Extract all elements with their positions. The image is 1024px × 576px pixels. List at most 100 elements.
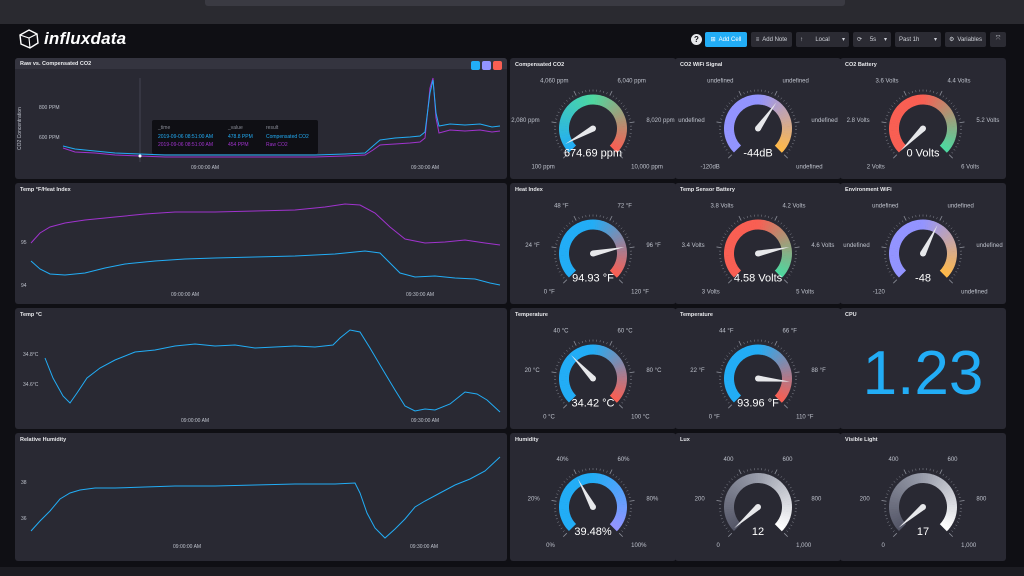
gauge-arc-segment: [579, 346, 586, 357]
gauge-tick: [948, 154, 953, 159]
gauge-arc-segment: [890, 240, 901, 247]
edit-icon[interactable]: [471, 61, 480, 70]
gauge-arc-segment: [616, 123, 627, 127]
fullscreen-button[interactable]: ⤧: [990, 32, 1006, 47]
gauge-arc-segment: [612, 266, 622, 274]
gauge-tick: [716, 500, 722, 502]
gauge-label: -120: [873, 290, 886, 296]
gauge-arc-segment: [559, 512, 571, 518]
gauge-cell-lux[interactable]: Lux 0 200 400 600 800 1,000 12: [675, 433, 841, 561]
gauge-arc-segment: [892, 110, 903, 118]
gauge-tick: [768, 215, 770, 219]
gauge-tick: [621, 530, 624, 533]
gauge-tick: [903, 90, 907, 96]
cell-title: Compensated CO2: [515, 62, 565, 68]
gauge-cell-co2-battery[interactable]: CO2 Battery 2 Volts 2.8 Volts 3.6 Volts 4.4 …: [840, 58, 1006, 179]
gauge-arc-segment: [605, 349, 614, 360]
gauge-arc-segment: [765, 346, 772, 357]
gauge-arc-segment: [942, 487, 953, 495]
gauge-cell-compensated-co2[interactable]: Compensated CO2 100 ppm 2,080 ppm 4,060 ppm…: [510, 58, 676, 179]
gauge-tick: [559, 358, 562, 360]
gauge-tick: [725, 274, 728, 276]
gauge-arc-segment: [892, 264, 903, 272]
gauge-arc-segment: [773, 102, 783, 112]
gauge-arc-segment: [897, 482, 907, 492]
clone-icon[interactable]: [482, 61, 491, 70]
gauge-hub: [755, 125, 761, 132]
dashboard-header: influxdata ? ⊞ Add Cell ≡ Add Note ↑ Local ▾…: [0, 24, 1024, 56]
gauge-arc-segment: [613, 264, 624, 272]
gauge-arc-segment: [559, 378, 570, 382]
gauge-tick: [890, 274, 893, 276]
cell-title: Temperature: [680, 312, 713, 318]
temp-c-cell[interactable]: Temp °C 34.8°C 34.6°C 09:00:00 AM 09:30:…: [15, 308, 507, 429]
gauge-cell-humidity[interactable]: Humidity 0% 20% 40% 60% 80% 100% 39.48%: [510, 433, 676, 561]
add-cell-button[interactable]: ⊞ Add Cell: [705, 32, 747, 47]
gauge-arc-segment: [725, 115, 736, 122]
gauge-tick: [578, 470, 580, 473]
gauge-arc-segment: [615, 512, 627, 518]
gauge-arc-segment: [776, 267, 786, 276]
gauge-arc-segment: [559, 370, 570, 375]
gauge-cell-temp-sensor-battery[interactable]: Temp Sensor Battery 3 Volts 3.4 Volts 3.8 V…: [675, 183, 841, 304]
gauge-tick: [790, 396, 793, 398]
gauge-cell-temperature-c[interactable]: Temperature 0 °C 20 °C 40 °C 60 °C 80 °C 100 °…: [510, 308, 676, 429]
gauge-arc-segment: [895, 142, 905, 151]
gauge-arc-segment: [570, 100, 580, 111]
gauge-tick: [738, 340, 742, 346]
gauge-cell-temperature-f[interactable]: Temperature 0 °F 22 °F 44 °F 66 °F 88 °F 110 °…: [675, 308, 841, 429]
cpu-cell[interactable]: CPU 1.23: [840, 308, 1006, 429]
gauge-arc-segment: [735, 225, 745, 236]
gauge-arc-segment: [779, 363, 790, 370]
chevron-down-icon: ▾: [933, 37, 937, 43]
gauge-arc-segment: [780, 367, 792, 374]
gauge-label: 2 Volts: [867, 165, 885, 171]
gauge-arc-segment: [774, 522, 784, 532]
time-range-dropdown[interactable]: Past 1h ▾: [895, 32, 941, 47]
gauge-arc-segment: [615, 367, 627, 374]
gauge-cell-co2-wifi-signal[interactable]: CO2 WiFi Signal -120dB undefined undefined u…: [675, 58, 841, 179]
add-note-button[interactable]: ≡ Add Note: [751, 32, 792, 47]
gauge-arc-segment: [567, 229, 577, 238]
delete-icon[interactable]: [493, 61, 502, 70]
gauge-label: undefined: [678, 118, 704, 124]
gauge-tick: [793, 264, 796, 266]
help-icon[interactable]: ?: [691, 34, 702, 45]
gauge-arc-segment: [776, 142, 786, 151]
gauge-label: 4.2 Volts: [783, 203, 806, 209]
autorefresh-dropdown[interactable]: ⟳ 5s ▾: [853, 32, 891, 47]
gauge-tick: [936, 217, 938, 220]
gauge-arc-segment: [609, 354, 620, 364]
gauge-tick: [721, 115, 724, 117]
gauge-tick: [731, 349, 733, 352]
gauge-tick: [785, 227, 788, 230]
gauge-tick: [959, 500, 965, 502]
gauge-arc-segment: [602, 475, 609, 486]
y-tick-label: 38: [21, 480, 27, 486]
gauge-arc-segment: [774, 144, 784, 153]
influxdata-logo[interactable]: influxdata: [18, 28, 126, 50]
gauge-arc-segment: [945, 115, 956, 122]
gauge-tick: [555, 389, 558, 391]
temp-heat-index-cell[interactable]: Temp °F/Heat Index 95 94 09:00:00 AM 09:…: [15, 183, 507, 304]
gauge-arc-segment: [944, 238, 955, 245]
gauge-arc-segment: [932, 222, 939, 233]
relative-humidity-cell[interactable]: Relative Humidity 38 36 09:00:00 AM 09:3…: [15, 433, 507, 561]
timezone-dropdown[interactable]: ↑ Local ▾: [796, 32, 849, 47]
gauge-tick: [783, 532, 788, 537]
gauge-arc-segment: [562, 264, 573, 272]
gauge-cell-heat-index[interactable]: Heat Index 0 °F 24 °F 48 °F 72 °F 96 °F 120 °F…: [510, 183, 676, 304]
gauge-tick: [785, 481, 788, 483]
gauge-arc-segment: [724, 498, 735, 504]
gauge-arc-segment: [607, 225, 616, 236]
gauge-arc-segment: [941, 484, 951, 494]
variables-button[interactable]: ⚙ Variables: [945, 32, 986, 47]
gauge-arc-segment: [615, 240, 626, 247]
gauge-cell-environment-wifi[interactable]: Environment WiFi -120 undefined undefined un…: [840, 183, 1006, 304]
gauge-label: 0 °C: [543, 415, 555, 421]
raw-vs-compensated-co2-cell[interactable]: Raw vs. Compensated CO2 CO2 Concentratio…: [15, 58, 507, 179]
gauge-arc-segment: [768, 476, 777, 487]
gauge-cell-visible-light[interactable]: Visible Light 0 200 400 600 800 1,000 17: [840, 433, 1006, 561]
series-temp-f-line: [30, 250, 501, 286]
gauge-arc-segment: [565, 520, 575, 530]
